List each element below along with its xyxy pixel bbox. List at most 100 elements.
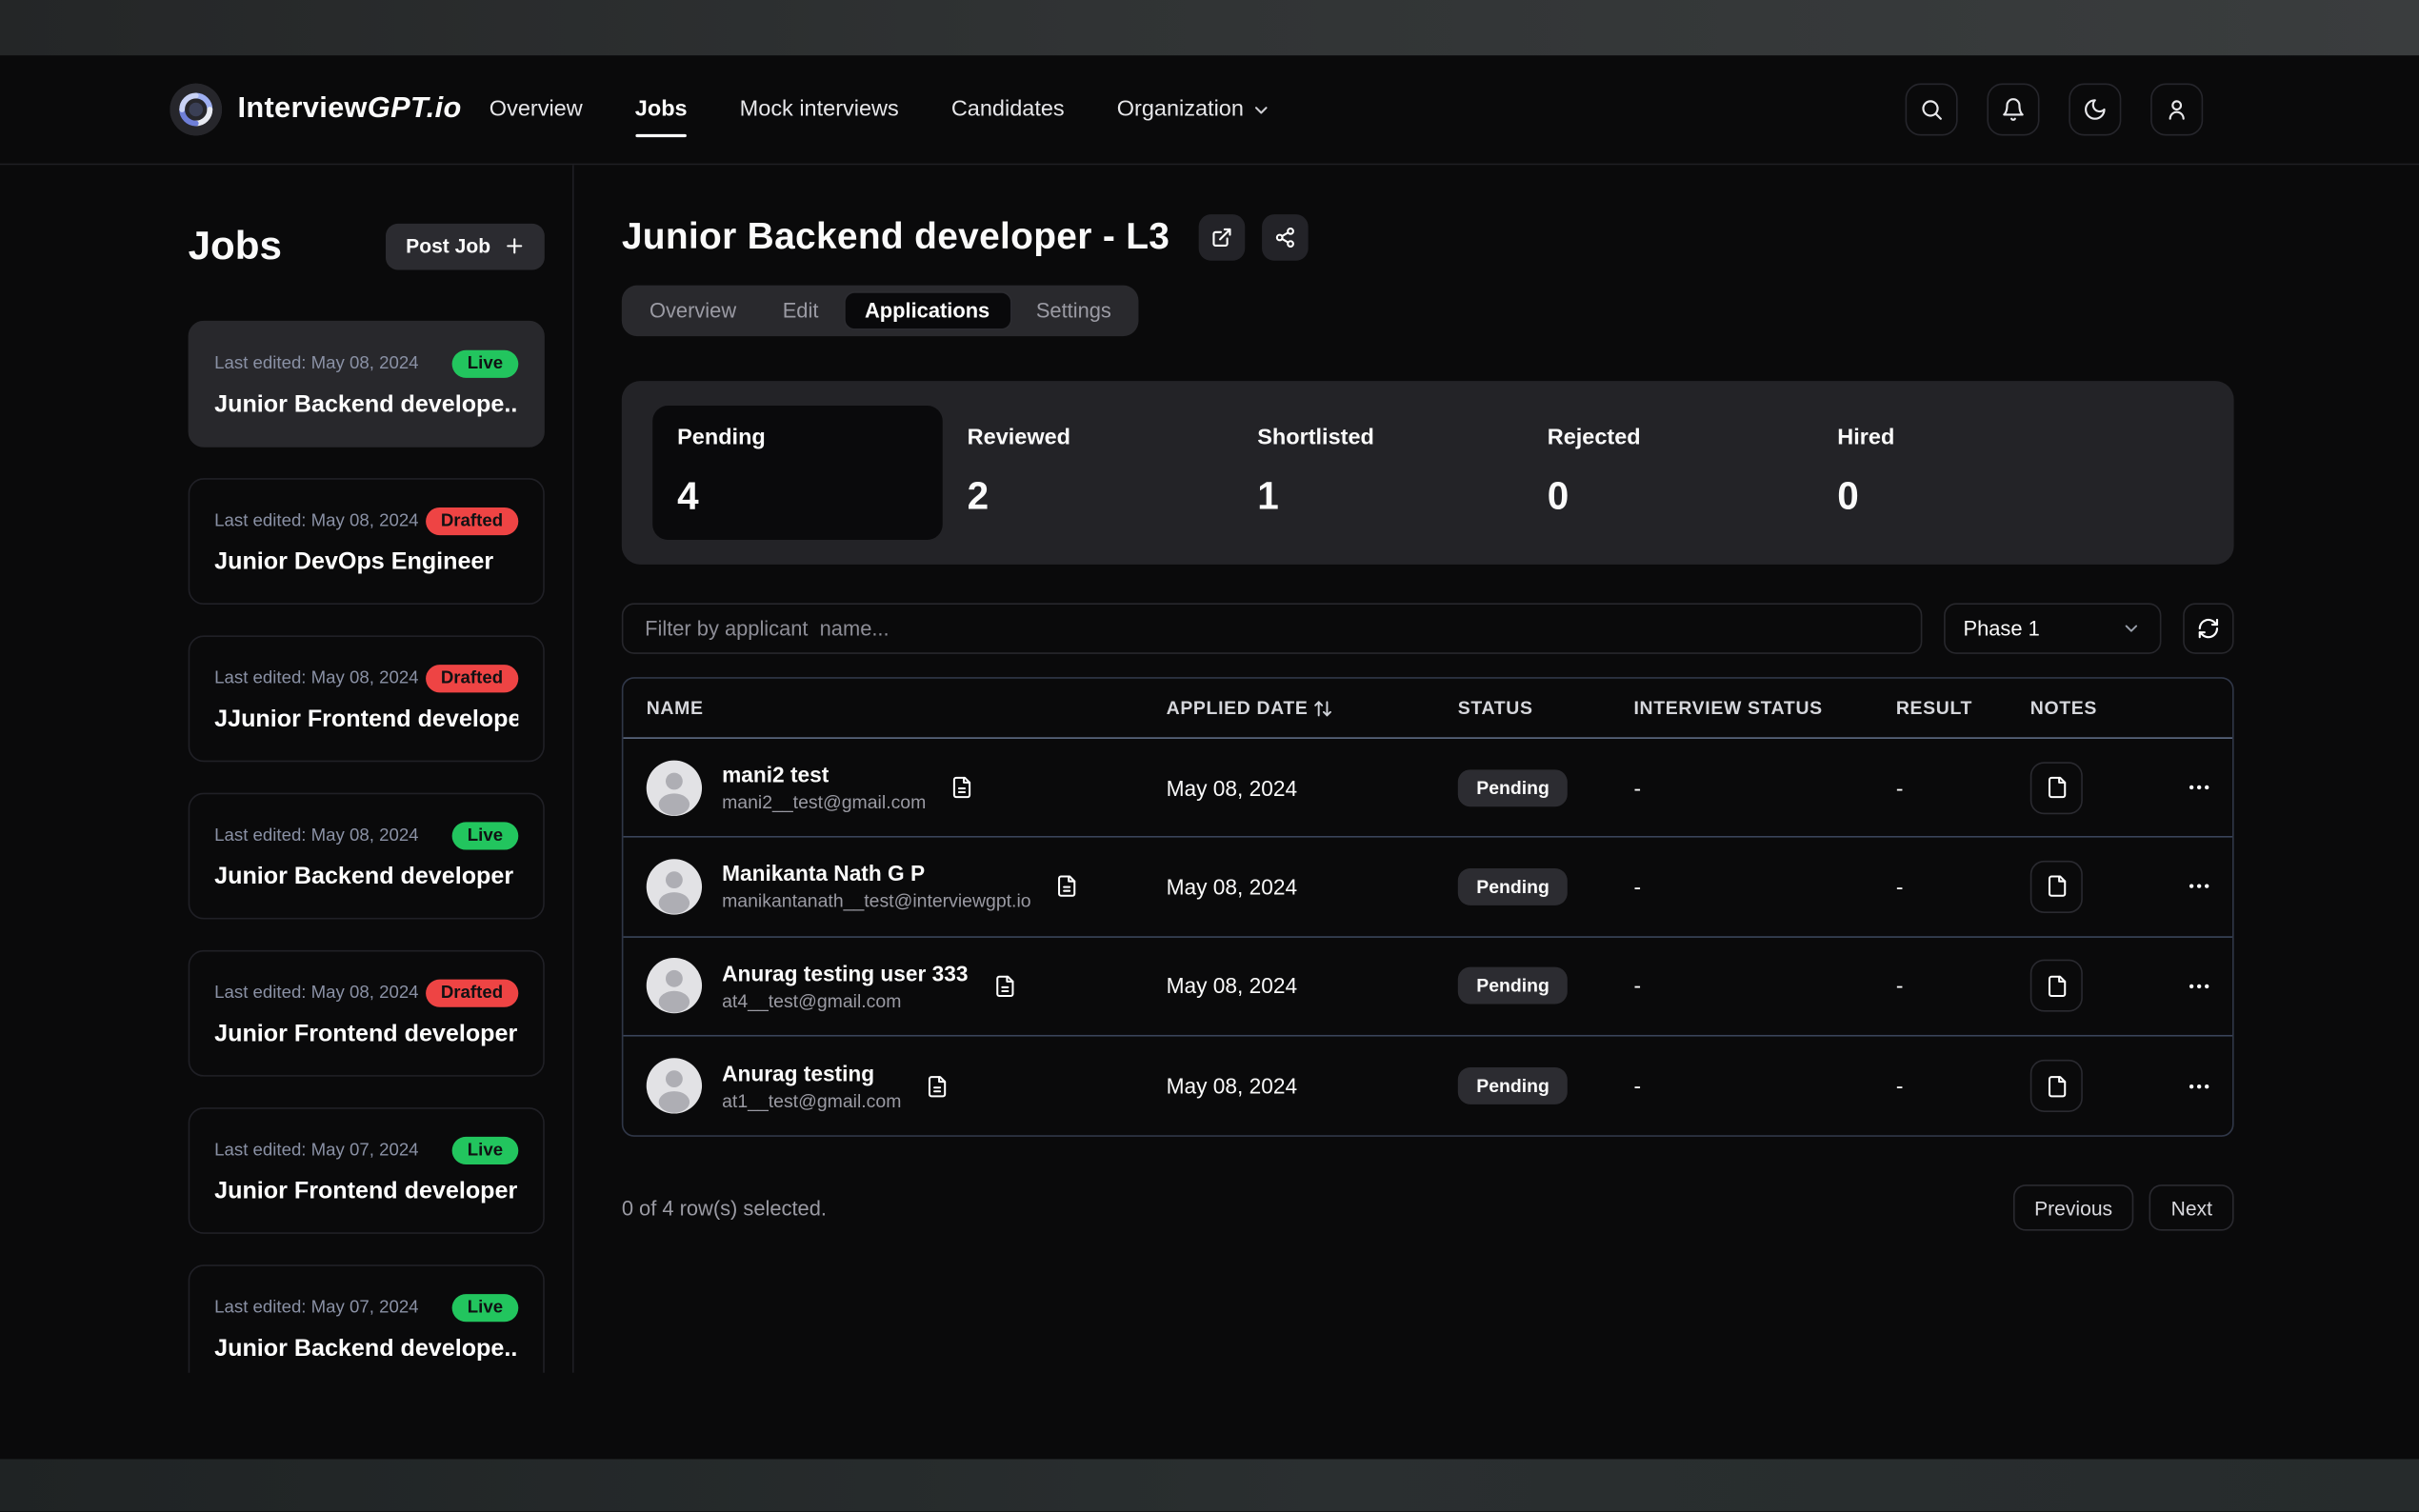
table-row[interactable]: mani2 test mani2__test@gmail.com May 08,…	[623, 739, 2232, 839]
status-badge: Pending	[1457, 1067, 1569, 1104]
ellipsis-icon	[2189, 885, 2209, 889]
nav-item[interactable]: Jobs	[634, 88, 688, 138]
table-row[interactable]: Anurag testing user 333 at4__test@gmail.…	[623, 937, 2232, 1037]
column-header-interview-status: INTERVIEW STATUS	[1633, 697, 1823, 719]
column-header-name: NAME	[646, 697, 704, 719]
tab[interactable]: Overview	[649, 299, 737, 323]
selection-status: 0 of 4 row(s) selected.	[621, 1196, 827, 1220]
notes-button[interactable]	[2029, 860, 2083, 913]
table-row[interactable]: Manikanta Nath G P manikantanath__test@i…	[623, 838, 2232, 938]
table-row[interactable]: Anurag testing at1__test@gmail.com May 0…	[623, 1036, 2232, 1135]
job-card[interactable]: Last edited: May 08, 2024 Drafted JJunio…	[188, 635, 545, 763]
tab[interactable]: Edit	[782, 299, 819, 323]
notes-button[interactable]	[2029, 959, 2083, 1013]
job-status-badge: Live	[451, 821, 519, 849]
nav-item-label: Mock interviews	[739, 97, 899, 122]
stat-value: 1	[1257, 474, 1279, 519]
row-menu-button[interactable]	[2186, 874, 2212, 901]
stat-cell[interactable]: Reviewed 2	[943, 406, 1233, 540]
sidebar-title: Jobs	[188, 222, 282, 269]
row-menu-button[interactable]	[2186, 1073, 2212, 1100]
job-card[interactable]: Last edited: May 08, 2024 Drafted Junior…	[188, 478, 545, 605]
phase-select[interactable]: Phase 1	[1943, 603, 2162, 654]
job-card[interactable]: Last edited: May 07, 2024 Live Junior Ba…	[188, 1264, 545, 1373]
applicant-email: at1__test@gmail.com	[722, 1089, 902, 1112]
note-file-icon	[2048, 975, 2066, 997]
external-link-icon	[1212, 228, 1231, 248]
note-file-icon	[2048, 1075, 2066, 1097]
search-button[interactable]	[1905, 83, 1958, 136]
job-status-badge: Drafted	[425, 664, 519, 692]
nav-item[interactable]: Candidates	[951, 88, 1065, 130]
nav-item[interactable]: Mock interviews	[740, 88, 899, 130]
applicant-filter-input[interactable]	[621, 603, 1922, 654]
nav-item[interactable]: Overview	[490, 88, 583, 130]
resume-file-icon[interactable]	[950, 776, 973, 799]
job-card-title: Junior Backend develope...	[214, 390, 519, 418]
note-file-icon	[2048, 876, 2066, 898]
account-button[interactable]	[2150, 83, 2204, 136]
resume-file-icon[interactable]	[1055, 875, 1078, 898]
tab[interactable]: Settings	[1035, 299, 1111, 323]
job-card[interactable]: Last edited: May 08, 2024 Drafted Junior…	[188, 949, 545, 1077]
chevron-down-icon	[2125, 625, 2138, 632]
ellipsis-icon	[2189, 1084, 2209, 1088]
job-status-badge: Drafted	[425, 978, 519, 1006]
resume-file-icon[interactable]	[926, 1074, 949, 1097]
applied-date: May 08, 2024	[1166, 1073, 1298, 1099]
ellipsis-icon	[2189, 786, 2209, 790]
job-card[interactable]: Last edited: May 08, 2024 Live Junior Ba…	[188, 320, 545, 448]
applications-table: NAME APPLIED DATE STATUS INTERVIEW STATU…	[621, 677, 2234, 1138]
job-status-badge: Drafted	[425, 507, 519, 535]
refresh-button[interactable]	[2183, 603, 2234, 654]
open-external-button[interactable]	[1199, 214, 1246, 261]
post-job-button[interactable]: Post Job	[386, 223, 545, 269]
page-title: Junior Backend developer - L3	[621, 215, 1170, 258]
interview-status-value: -	[1633, 874, 1642, 900]
moon-icon	[2085, 99, 2106, 120]
job-last-edited: Last edited: May 08, 2024	[214, 353, 419, 373]
applied-date: May 08, 2024	[1166, 775, 1298, 801]
column-header-applied-date[interactable]: APPLIED DATE	[1167, 697, 1458, 719]
applicant-email: at4__test@gmail.com	[722, 989, 902, 1012]
avatar	[646, 958, 703, 1014]
avatar	[646, 760, 703, 816]
stat-value: 0	[1547, 474, 1569, 519]
nav-item[interactable]: Organization	[1117, 88, 1271, 130]
tab[interactable]: Applications	[843, 291, 1011, 330]
previous-page-button[interactable]: Previous	[2012, 1184, 2134, 1231]
job-last-edited: Last edited: May 08, 2024	[214, 983, 419, 1003]
share-icon	[1276, 227, 1295, 248]
job-card[interactable]: Last edited: May 07, 2024 Live Junior Fr…	[188, 1107, 545, 1234]
stat-cell[interactable]: Rejected 0	[1523, 406, 1813, 540]
applicant-email: mani2__test@gmail.com	[722, 791, 927, 813]
top-navigation-bar: InterviewGPT.io Overview Jobs Mock inter…	[0, 55, 2419, 166]
phase-select-value: Phase 1	[1963, 616, 2040, 641]
stat-cell[interactable]: Pending 4	[652, 406, 943, 540]
main-nav: Overview Jobs Mock interviews Candidates	[490, 88, 1271, 138]
row-menu-button[interactable]	[2186, 774, 2212, 801]
notifications-button[interactable]	[1987, 83, 2040, 136]
job-card[interactable]: Last edited: May 08, 2024 Live Junior Ba…	[188, 792, 545, 920]
note-file-icon	[2048, 777, 2066, 799]
next-page-button[interactable]: Next	[2149, 1184, 2234, 1231]
brand-logo[interactable]: InterviewGPT.io	[170, 83, 461, 136]
search-icon	[1922, 100, 1942, 120]
stat-cell[interactable]: Hired 0	[1812, 406, 2103, 540]
column-header-status: STATUS	[1457, 697, 1533, 719]
ellipsis-icon	[2189, 984, 2209, 988]
job-last-edited: Last edited: May 08, 2024	[214, 510, 419, 530]
result-value: -	[1895, 874, 1904, 900]
notes-button[interactable]	[2029, 761, 2083, 814]
share-button[interactable]	[1262, 214, 1309, 261]
job-card-title: Junior Backend developer	[214, 863, 514, 889]
result-value: -	[1895, 1073, 1904, 1099]
resume-file-icon[interactable]	[992, 974, 1015, 997]
window-bottom-strip	[0, 1459, 2419, 1512]
stat-cell[interactable]: Shortlisted 1	[1232, 406, 1523, 540]
interview-status-value: -	[1633, 1073, 1642, 1099]
status-badge: Pending	[1457, 967, 1569, 1005]
theme-toggle-button[interactable]	[2069, 83, 2122, 136]
notes-button[interactable]	[2029, 1059, 2083, 1112]
row-menu-button[interactable]	[2186, 973, 2212, 1000]
